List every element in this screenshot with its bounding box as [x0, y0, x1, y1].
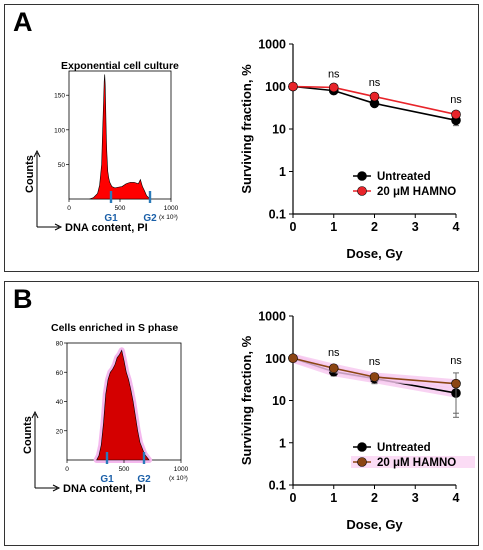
phase-marker-label: G1	[100, 474, 114, 485]
legend-label: Untreated	[377, 442, 431, 454]
y-tick-label: 10	[272, 123, 286, 137]
data-point	[451, 378, 461, 389]
survival-chart-b: 0.1 1 10 100 1000 0 1 2 3 4 Dose, Gy Surviving frac…	[239, 310, 475, 532]
legend-marker	[357, 442, 367, 452]
significance-label: ns	[328, 347, 340, 359]
x-tick-label: 4	[453, 491, 460, 505]
y-tick-label: 0.1	[269, 479, 286, 493]
x-tick-label: 3	[412, 220, 419, 234]
x-tick-label: 500	[119, 466, 130, 473]
histogram-area	[96, 349, 150, 461]
y-tick-label: 150	[54, 93, 65, 100]
phase-marker	[142, 452, 146, 464]
legend-marker	[357, 457, 367, 467]
x-tick-label: 0	[290, 220, 297, 234]
histogram-ylabel: Counts	[22, 416, 34, 454]
histogram-area	[89, 74, 152, 200]
survival-xlabel: Dose, Gy	[346, 246, 403, 261]
series-line	[292, 85, 457, 116]
survival-ylabel: Surviving fraction, %	[239, 335, 254, 465]
y-tick-label: 1	[279, 165, 286, 179]
significance-label: ns	[450, 94, 462, 106]
y-tick-label: 60	[56, 370, 64, 377]
data-point	[369, 91, 380, 102]
panel-b: B Cells enriched in S phase 80 60 40 20 0 500…	[4, 281, 479, 546]
y-tick-label: 1	[279, 436, 286, 450]
y-tick-label: 1000	[258, 310, 286, 324]
survival-ylabel: Surviving fraction, %	[239, 64, 254, 194]
legend-marker	[357, 186, 367, 196]
series-line	[292, 85, 457, 122]
histogram-title: Cells enriched in S phase	[51, 322, 179, 334]
x-tick-label: 3	[412, 491, 419, 505]
phase-marker-label: G1	[104, 213, 118, 224]
x-tick-label: 1	[330, 220, 337, 234]
x-tick-label: 2	[371, 491, 378, 505]
significance-label: ns	[328, 68, 340, 80]
legend-halo	[351, 456, 475, 468]
legend-marker	[357, 171, 367, 181]
panel-a: A Exponential cell culture 150 100 50 0 500 1…	[4, 4, 479, 272]
histogram-ylabel: Counts	[24, 155, 36, 193]
phase-marker	[109, 191, 113, 203]
data-point	[369, 372, 380, 382]
legend-label: 20 μM HAMNO	[377, 186, 456, 198]
y-tick-label: 50	[58, 162, 66, 169]
significance-label: ns	[450, 355, 462, 367]
y-arrow-head	[31, 410, 39, 419]
histogram-title: Exponential cell culture	[61, 60, 179, 72]
data-point	[328, 82, 339, 93]
y-arrow-head	[33, 149, 41, 158]
y-tick-label: 100	[265, 352, 286, 366]
y-tick-label: 100	[54, 127, 65, 134]
x-arrow-head	[52, 484, 61, 492]
x-tick-label: 1000	[164, 205, 179, 212]
y-tick-label: 10	[272, 394, 286, 408]
significance-label: ns	[369, 356, 381, 368]
x-arrow-head	[54, 223, 63, 231]
y-tick-label: 20	[56, 428, 64, 435]
legend-label: 20 μM HAMNO	[377, 457, 456, 469]
x-tick-label: 0	[67, 205, 71, 212]
y-tick-label: 80	[56, 341, 64, 348]
y-tick-label: 0.1	[269, 208, 286, 222]
x-tick-label: 1000	[174, 466, 189, 473]
panel-label: A	[13, 7, 33, 37]
x-tick-label: 0	[65, 466, 69, 473]
legend-label: Untreated	[377, 171, 431, 183]
series-line	[292, 357, 457, 385]
data-point	[288, 81, 298, 92]
x-unit-label: (x 10³)	[169, 475, 188, 482]
y-tick-label: 1000	[258, 38, 286, 52]
x-tick-label: 500	[115, 205, 126, 212]
x-tick-label: 4	[453, 220, 460, 234]
survival-xlabel: Dose, Gy	[346, 517, 403, 532]
phase-marker	[148, 191, 152, 203]
y-tick-label: 100	[265, 80, 286, 94]
survival-chart-a: 0.1 1 10 100 1000 0 1 2 3 4 Dose, Gy Surviving frac…	[239, 38, 462, 262]
phase-marker-label: G2	[143, 213, 157, 224]
x-tick-label: 2	[371, 220, 378, 234]
x-tick-label: 0	[290, 491, 297, 505]
histogram-xlabel: DNA content, PI	[63, 483, 146, 495]
data-point	[288, 353, 298, 364]
x-unit-label: (x 10³)	[159, 214, 178, 221]
data-point	[328, 363, 339, 374]
significance-label: ns	[369, 77, 381, 89]
phase-marker	[105, 452, 109, 464]
histogram-xlabel: DNA content, PI	[65, 222, 148, 234]
phase-marker-label: G2	[137, 474, 151, 485]
y-tick-label: 40	[56, 399, 64, 406]
data-point	[451, 109, 461, 120]
panel-label: B	[13, 284, 33, 314]
x-tick-label: 1	[330, 491, 337, 505]
